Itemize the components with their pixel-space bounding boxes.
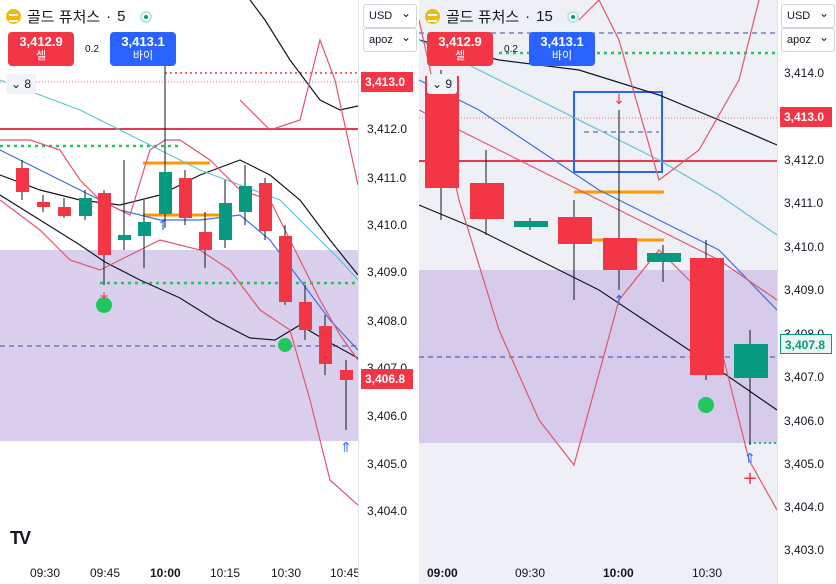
- right-band-lower: [419, 19, 777, 511]
- left-ma-black-mid: [0, 159, 358, 276]
- left-double-up-arrow-icon: ⇑: [340, 440, 352, 456]
- right-y-label-4: 3,410.0: [784, 240, 825, 254]
- right-y-label-7: 3,407.0: [784, 370, 825, 384]
- gold-coin-icon: [425, 9, 440, 24]
- left-up-arrow-icon: ↑: [157, 218, 169, 234]
- left-x-label-0: 09:30: [30, 566, 61, 580]
- left-legend-toggle[interactable]: ⌄ 8: [6, 74, 36, 94]
- left-interval[interactable]: 5: [117, 8, 126, 25]
- right-x-label-1: 09:30: [515, 566, 546, 580]
- left-buy-button[interactable]: 3,413.1 바이: [110, 32, 176, 66]
- left-x-label-3: 10:15: [210, 566, 241, 580]
- right-sell-price: 3,412.9: [438, 34, 482, 49]
- left-y-label-6: 3,406.0: [367, 409, 408, 423]
- left-y-label-7: 3,405.0: [367, 457, 408, 471]
- gold-coin-icon: [6, 9, 21, 24]
- left-buy-price: 3,413.1: [121, 34, 165, 49]
- right-y-label-10: 3,404.0: [784, 500, 825, 514]
- right-y-label-11: 3,403.0: [784, 543, 825, 557]
- right-y-label-8: 3,406.0: [784, 414, 825, 428]
- left-y-label-4: 3,408.0: [367, 314, 408, 328]
- left-y-label-2: 3,410.0: [367, 218, 408, 232]
- left-sell-price: 3,412.9: [19, 34, 63, 49]
- right-buy-button[interactable]: 3,413.1 바이: [529, 32, 595, 66]
- right-interval[interactable]: 15: [536, 8, 553, 25]
- tradingview-logo[interactable]: TV: [10, 528, 31, 548]
- left-sell-label: 셀: [35, 50, 47, 62]
- left-source-select[interactable]: apoz: [363, 26, 417, 52]
- right-legend-count: 9: [445, 77, 453, 91]
- left-candles: [16, 45, 353, 430]
- left-zone-band: [0, 250, 358, 441]
- left-ma-cyan: [0, 79, 358, 281]
- right-sell-label: 셀: [454, 50, 466, 62]
- right-price-axis[interactable]: USD apoz 3,414.0 3,413.0 3,412.0 3,411.0…: [777, 0, 836, 584]
- right-source-select[interactable]: apoz: [781, 26, 835, 52]
- right-symbol-name[interactable]: 골드 퓨처스: [446, 9, 520, 26]
- right-candles: [425, 70, 768, 445]
- right-legend-toggle[interactable]: ⌄ 9: [427, 74, 457, 94]
- chevron-down-icon: ⌄: [431, 77, 443, 91]
- left-band-top-spike: [239, 37, 358, 186]
- right-y-label-9: 3,405.0: [784, 457, 825, 471]
- right-sell-button[interactable]: 3,412.9 셀: [427, 32, 493, 66]
- left-y-label-0: 3,412.0: [367, 122, 408, 136]
- left-price-tag-current: 3,406.8: [361, 369, 413, 389]
- right-highlight-box: [573, 91, 663, 173]
- right-chart-pane[interactable]: ↓ ↑ ⇑ + 골드 퓨처스 · 15 3,412.9 셀 0.2 3,413.…: [419, 0, 777, 584]
- right-signal-dot: [698, 397, 714, 413]
- right-buy-label: 바이: [551, 50, 573, 62]
- right-price-tag-high: 3,413.0: [780, 107, 832, 127]
- right-x-label-2: 10:00: [603, 566, 634, 580]
- right-chart-header: 골드 퓨처스 · 15: [425, 6, 579, 27]
- left-ma-blue: [0, 149, 358, 351]
- right-y-label-3: 3,411.0: [784, 196, 824, 210]
- right-ma-cyan: [419, 39, 777, 236]
- right-currency-select[interactable]: USD: [781, 2, 835, 28]
- left-x-label-4: 10:30: [271, 566, 302, 580]
- left-spread: 0.2: [85, 43, 99, 55]
- left-y-label-8: 3,404.0: [367, 504, 408, 518]
- left-x-label-1: 09:45: [90, 566, 121, 580]
- left-ma-black-upper: [249, 0, 358, 111]
- right-y-label-2: 3,412.0: [784, 153, 825, 167]
- left-buy-signal-dot: [96, 297, 112, 313]
- right-y-label-5: 3,409.0: [784, 283, 825, 297]
- left-band-upper: [0, 139, 358, 361]
- right-price-tag-current: 3,407.8: [780, 334, 832, 354]
- right-x-label-3: 10:30: [692, 566, 723, 580]
- left-chart-pane[interactable]: + ↑ ⇑ 골드 퓨처스 · 5 3,412.9 셀 0.2 3,413.1 바…: [0, 0, 358, 584]
- right-ma-blue: [419, 79, 777, 311]
- right-cross-marker: +: [742, 468, 757, 489]
- right-double-up-arrow-icon: ⇑: [744, 451, 756, 467]
- left-cross-marker: +: [99, 289, 109, 303]
- left-price-tag-high: 3,413.0: [361, 72, 413, 92]
- left-price-axis[interactable]: USD apoz 3,413.0 3,412.0 3,411.0 3,410.0…: [358, 0, 418, 584]
- left-y-label-3: 3,409.0: [367, 265, 408, 279]
- right-chart-canvas[interactable]: ↓ ↑ ⇑ +: [419, 0, 777, 584]
- left-trade-panel: 3,412.9 셀 0.2 3,413.1 바이: [8, 32, 176, 66]
- right-buy-price: 3,413.1: [540, 34, 584, 49]
- right-y-label-0: 3,414.0: [784, 66, 825, 80]
- left-chart-canvas[interactable]: + ↑ ⇑: [0, 0, 358, 584]
- left-sell-button[interactable]: 3,412.9 셀: [8, 32, 74, 66]
- left-x-label-2: 10:00: [150, 566, 181, 580]
- left-currency-select[interactable]: USD: [363, 2, 417, 28]
- left-signal-dot-2: [278, 338, 292, 352]
- right-band-upper: [578, 0, 760, 182]
- market-status-icon: [139, 10, 152, 23]
- market-status-icon: [566, 10, 579, 23]
- right-down-arrow-icon: ↓: [613, 92, 625, 108]
- left-x-label-5: 10:45: [330, 566, 358, 580]
- right-up-arrow-icon: ↑: [613, 293, 625, 309]
- left-buy-label: 바이: [132, 50, 154, 62]
- left-chart-header: 골드 퓨처스 · 5: [6, 6, 152, 27]
- right-trade-panel: 3,412.9 셀 0.2 3,413.1 바이: [427, 32, 595, 66]
- right-spread: 0.2: [504, 43, 518, 55]
- left-legend-count: 8: [24, 77, 32, 91]
- right-x-label-0: 09:00: [427, 566, 458, 580]
- chevron-down-icon: ⌄: [10, 77, 22, 91]
- left-symbol-name[interactable]: 골드 퓨처스: [27, 9, 101, 26]
- left-y-label-1: 3,411.0: [367, 171, 407, 185]
